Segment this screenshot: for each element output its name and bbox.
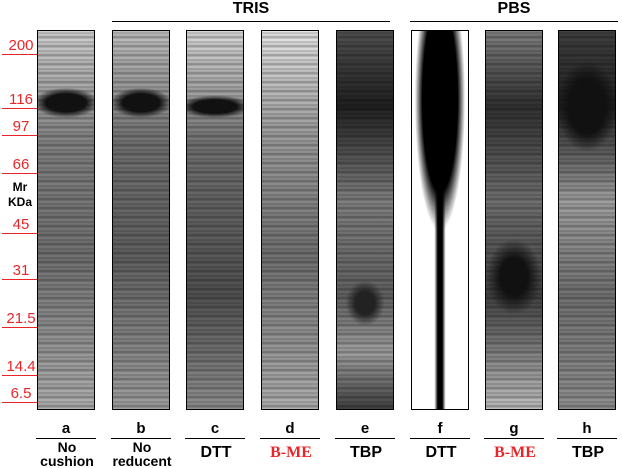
lane-label-line: cushion [40,453,94,468]
marker-label: 200 [2,38,40,55]
lane-label: B-ME [475,444,555,462]
lane-label: No cushion [27,440,107,468]
marker-label: 21.5 [2,311,40,328]
lane-label: DTT [176,444,256,462]
lane-label: TBP [326,444,406,462]
marker-label: 116 [2,92,40,109]
gel-lane [558,30,616,410]
gel-image [412,31,468,409]
lane-label-line: B-ME [270,444,312,461]
lane-label-line: reducent [112,453,172,468]
lane-label-line: B-ME [494,444,536,461]
gel-image [187,31,243,409]
gel-lane [336,30,394,410]
lane-letter: d [260,420,320,439]
gel-lane [261,30,319,410]
gel-lane [411,30,469,410]
lane-label: B-ME [251,444,331,462]
gel-image [559,31,615,409]
gel-lane [37,30,95,410]
lane-label-line: No [132,439,152,455]
gel-image [486,31,542,409]
lane-label: TBP [548,444,622,462]
lane-label-line: DTT [425,444,457,461]
gel-lane [485,30,543,410]
mr-label: Mr [12,180,28,194]
lane-letter: f [410,420,470,439]
gel-lane [186,30,244,410]
lane-label-line: TBP [572,444,604,461]
gel-image [262,31,318,409]
marker-label: 45 [2,217,40,234]
lane-letter: b [111,420,171,439]
marker-label: 31 [2,263,40,280]
group-header: PBS [410,0,618,22]
lane-letter: a [36,420,96,439]
mr-label: KDa [7,195,32,209]
marker-label: 66 [2,157,40,174]
lane-label: DTT [401,444,481,462]
lane-letter: h [557,420,617,439]
marker-label: 14.4 [2,359,40,376]
group-header: TRIS [112,0,390,22]
lane-label-line: DTT [200,444,232,461]
gel-lane [112,30,170,410]
marker-label: 97 [2,119,40,136]
marker-label: 6.5 [2,386,40,403]
lane-label-line: TBP [350,444,382,461]
lane-label: No reducent [102,440,182,468]
lane-label-line: No [57,439,77,455]
lane-letter: e [335,420,395,439]
lane-letter: c [185,420,245,439]
lane-letter: g [484,420,544,439]
gel-image [113,31,169,409]
gel-image [337,31,393,409]
gel-image [38,31,94,409]
